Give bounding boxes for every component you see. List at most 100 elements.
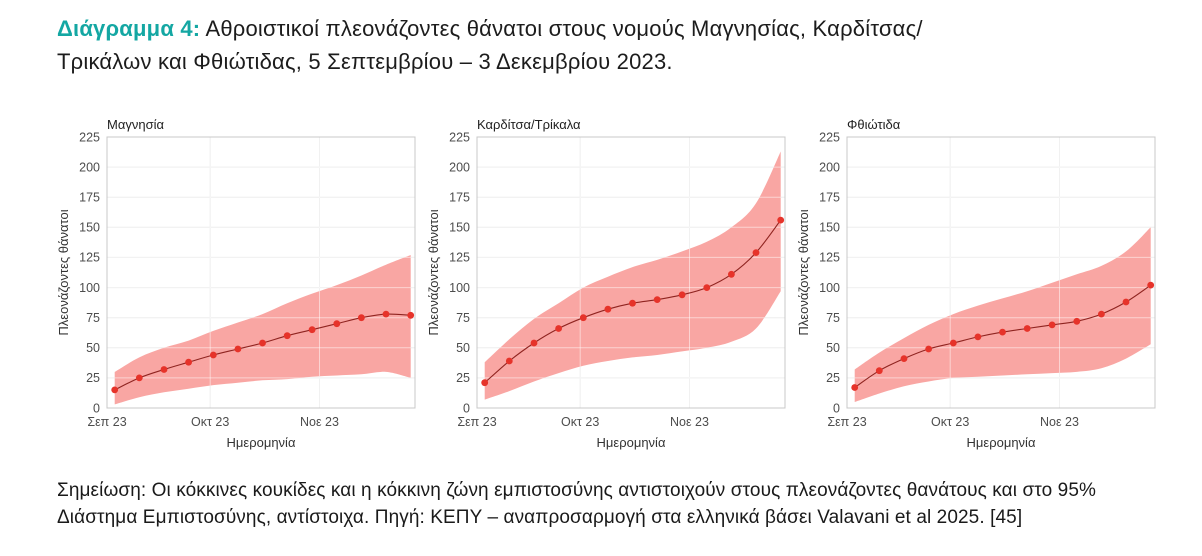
panel-title: Καρδίτσα/Τρίκαλα [477,117,581,132]
y-tick-label: 0 [833,401,840,415]
y-tick-label: 25 [86,371,100,385]
data-point [1122,298,1130,306]
y-tick-label: 125 [449,251,470,265]
data-point [604,305,612,313]
y-tick-label: 75 [826,311,840,325]
y-tick-label: 225 [449,130,470,144]
data-point [407,311,415,319]
chart-karditsa-trikala: Καρδίτσα/Τρίκαλα 0 25 50 75 100 125 150 175 200 22… [426,117,786,450]
y-tick-label: 175 [449,191,470,205]
data-point [185,358,193,366]
data-point [875,367,883,375]
data-point [111,386,119,394]
chart-block-karditsa-trikala: Καρδίτσα/Τρίκαλα 0 25 50 75 100 125 150 175 200 22… [425,110,791,456]
y-axis-title: Πλεονάζοντες θάνατοι [426,209,441,335]
y-tick-label: 200 [449,160,470,174]
y-tick-label: 225 [79,130,100,144]
y-axis-title: Πλεονάζοντες θάνατοι [796,209,811,335]
x-tick-label: Νοε 23 [1040,415,1079,429]
data-point [530,339,538,347]
y-tick-label: 175 [79,191,100,205]
data-point [308,326,316,334]
y-tick-label: 100 [449,281,470,295]
data-point [999,328,1006,336]
figure-label: Διάγραμμα 4: [57,16,201,41]
x-axis-title: Ημερομηνία [227,435,296,450]
data-point [949,339,957,347]
data-point [283,332,291,340]
data-point [1048,321,1056,329]
data-point [728,270,735,278]
data-point [1098,310,1105,318]
x-axis-title: Ημερομηνία [597,435,666,450]
figure-note: Σημείωση: Οι κόκκινες κουκίδες και η κόκ… [57,477,1172,531]
panel-title: Μαγνησία [107,117,164,132]
y-tick-label: 25 [826,371,840,385]
x-tick-label: Νοε 23 [300,415,339,429]
y-tick-label: 0 [463,401,470,415]
x-tick-label: Σεπ 23 [457,415,496,429]
y-tick-label: 0 [93,401,100,415]
x-axis-title: Ημερομηνία [967,435,1036,450]
y-tick-label: 75 [456,311,470,325]
figure-title-line1: Αθροιστικοί πλεονάζοντες θάνατοι στους ν… [205,16,923,41]
data-point [209,351,217,359]
y-tick-label: 175 [819,191,840,205]
y-tick-label: 150 [449,221,470,235]
panel-title: Φθιώτιδα [847,117,901,132]
chart-block-magnisia: Μαγνησία 0 25 50 75 100 125 150 175 200 225 Σεπ 23 Ο… [55,110,421,456]
data-point [974,333,982,341]
x-tick-label: Σεπ 23 [827,415,866,429]
data-point [752,249,760,256]
data-point [900,355,908,362]
data-point [579,314,587,322]
y-tick-label: 150 [79,221,100,235]
figure-note-line2: Διάστημα Εμπιστοσύνης, αντίστοιχα. Πηγή:… [57,507,1023,528]
confidence-band [114,255,411,405]
data-point [629,299,636,307]
data-point [1073,317,1081,325]
figure-title-line2: Τρικάλων και Φθιώτιδας, 5 Σεπτεμβρίου – … [57,49,673,74]
data-point [851,384,859,391]
y-tick-label: 200 [819,160,840,174]
panel-border [846,136,1156,409]
data-point [653,296,661,303]
y-tick-label: 50 [86,341,100,355]
data-point [505,357,513,365]
data-point [481,379,489,387]
x-tick-label: Οκτ 23 [191,415,229,429]
x-tick-label: Οκτ 23 [931,415,969,429]
data-point [135,374,143,382]
grid-over [477,137,785,408]
y-tick-label: 100 [819,281,840,295]
x-tick-label: Σεπ 23 [87,415,126,429]
y-tick-label: 125 [79,251,100,265]
y-tick-label: 225 [819,130,840,144]
grid-over [847,137,1155,408]
chart-magnisia: Μαγνησία 0 25 50 75 100 125 150 175 200 225 Σεπ 23 Ο… [56,117,416,450]
data-point [160,366,168,373]
data-point [777,216,785,224]
panel-border [476,136,786,409]
x-tick-label: Νοε 23 [670,415,709,429]
data-point [259,339,266,347]
y-tick-label: 75 [86,311,100,325]
data-point [925,345,932,353]
confidence-band [484,151,781,400]
data-point [333,320,341,328]
data-point [555,325,562,332]
y-tick-label: 150 [819,221,840,235]
y-tick-label: 100 [79,281,100,295]
figure-title: Διάγραμμα 4: Αθροιστικοί πλεονάζοντες θά… [57,12,1172,78]
data-point [1023,325,1031,332]
chart-fthiotida: Φθιώτιδα 0 25 50 75 100 125 150 175 200 225 Σεπ 23 Ο… [796,117,1156,450]
data-point [1147,281,1155,289]
data-point [678,291,686,299]
charts-row: Μαγνησία 0 25 50 75 100 125 150 175 200 225 Σεπ 23 Ο… [55,110,1161,456]
data-point [382,310,390,318]
data-point [703,284,711,291]
chart-block-fthiotida: Φθιώτιδα 0 25 50 75 100 125 150 175 200 225 Σεπ 23 Ο… [795,110,1161,456]
y-tick-label: 200 [79,160,100,174]
x-tick-label: Οκτ 23 [561,415,599,429]
panel-border [106,136,416,409]
